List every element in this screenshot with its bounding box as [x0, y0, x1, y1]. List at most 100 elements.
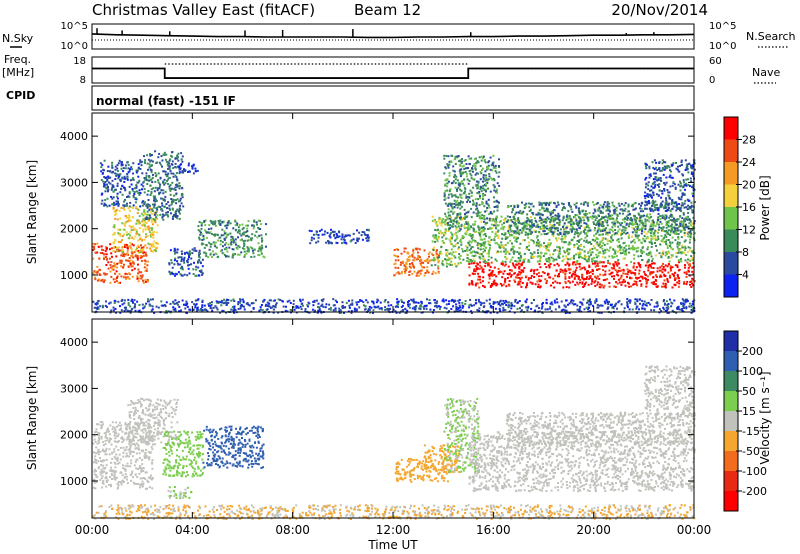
power-ylabel: Slant Range [km] — [25, 160, 39, 264]
scatter-region — [99, 159, 144, 208]
freq-tick-low: 8 — [80, 75, 86, 86]
scatter-region — [468, 261, 696, 289]
x-tick-label: 20:00 — [576, 523, 611, 537]
date-label: 20/Nov/2014 — [611, 1, 708, 19]
colorbar-tick-label: 24 — [742, 156, 756, 169]
scatter-region — [162, 430, 205, 478]
station-title: Christmas Valley East (fitACF) — [92, 1, 315, 19]
x-tick-label: 16:00 — [476, 523, 511, 537]
nsky-line — [91, 33, 695, 39]
nsky-label: N.Sky — [2, 32, 34, 45]
time-axis-label: Time UT — [367, 538, 418, 552]
cpid-frame — [91, 85, 695, 111]
scatter-region — [393, 247, 440, 277]
power-panel: 1000 2000 3000 4000 Slant Range [km] 28 24 20… — [25, 112, 772, 314]
freq-label: Freq. — [4, 53, 31, 66]
colorbar-tick-label: 8 — [742, 246, 749, 259]
x-tick-label: 12:00 — [376, 523, 411, 537]
colorbar-swatch — [724, 207, 738, 230]
y-tick-label: 2000 — [60, 223, 88, 236]
colorbar-swatch — [724, 139, 738, 162]
cpid-text: normal (fast) -151 IF — [96, 94, 236, 108]
nsky-frame — [91, 23, 695, 50]
freq-frame — [91, 56, 695, 84]
y-tick-label: 3000 — [60, 176, 88, 189]
scatter-region — [112, 206, 159, 254]
colorbar-tick-label: 28 — [742, 134, 756, 147]
scatter-region — [92, 420, 154, 490]
x-tick-label: 00:00 — [75, 523, 110, 537]
nsearch-label: N.Search — [746, 30, 796, 43]
y-tick-label: 4000 — [60, 130, 88, 143]
colorbar-tick-label: 100 — [742, 365, 763, 378]
colorbar-swatch — [724, 491, 738, 511]
scatter-region — [92, 298, 696, 314]
scatter-region — [92, 242, 149, 284]
x-tick-label: 00:00 — [677, 523, 712, 537]
freq-tick-high: 18 — [73, 56, 86, 67]
nsky-tick-high: 10^5 — [61, 21, 88, 32]
beam-label: Beam 12 — [354, 1, 421, 19]
colorbar-swatch — [724, 184, 738, 207]
y-tick-label: 3000 — [60, 382, 88, 395]
colorbar-swatch — [724, 162, 738, 185]
colorbar-tick-label: -100 — [742, 465, 767, 478]
nsearch-tick-low: 10^0 — [709, 41, 736, 52]
scatter-region — [643, 159, 696, 213]
scatter-region — [202, 425, 265, 469]
velocity-ylabel: Slant Range [km] — [25, 366, 39, 470]
cpid-label: CPID — [6, 89, 35, 102]
colorbar-swatch — [724, 411, 738, 431]
colorbar-swatch — [724, 351, 738, 371]
nave-tick-low: 0 — [709, 75, 715, 86]
colorbar-swatch — [724, 252, 738, 275]
power-colorbar-label: Power [dB] — [758, 175, 772, 240]
colorbar-tick-label: -50 — [742, 445, 760, 458]
colorbar-tick-label: 200 — [742, 345, 763, 358]
colorbar-tick-label: 12 — [742, 224, 756, 237]
colorbar-tick-label: -15 — [742, 425, 760, 438]
freq-unit: [MHz] — [2, 66, 34, 79]
y-tick-label: 4000 — [60, 336, 88, 349]
y-tick-label: 1000 — [60, 475, 88, 488]
colorbar-frame — [723, 330, 739, 512]
velocity-panel: 1000 2000 3000 4000 Slant Range [km] 200 100… — [25, 113, 772, 552]
colorbar-swatch — [724, 451, 738, 471]
freq-line — [92, 67, 694, 79]
colorbar-tick-label: 20 — [742, 179, 756, 192]
colorbar-swatch — [724, 391, 738, 411]
scatter-region — [127, 397, 180, 446]
scatter-region — [197, 219, 267, 259]
colorbar-tick-label: 4 — [742, 269, 749, 282]
colorbar-tick-label: 15 — [742, 405, 756, 418]
colorbar-swatch — [724, 471, 738, 491]
scatter-region — [506, 201, 696, 236]
nave-label: Nave — [752, 66, 780, 79]
scatter-region — [505, 411, 696, 446]
freq-panel: Freq. [MHz] 18 8 60 0 Nave — [2, 53, 780, 86]
cpid-panel: CPID normal (fast) -151 IF — [6, 85, 695, 111]
nsearch-tick-high: 10^5 — [709, 21, 736, 32]
x-tick-label: 04:00 — [175, 523, 210, 537]
colorbar-swatch — [724, 274, 738, 297]
colorbar-tick-label: 50 — [742, 385, 756, 398]
y-tick-label: 2000 — [60, 429, 88, 442]
scatter-region — [643, 365, 696, 418]
scatter-region — [167, 486, 193, 500]
y-tick-label: 1000 — [60, 269, 88, 282]
colorbar-swatch — [724, 117, 738, 140]
nsky-tick-low: 10^0 — [61, 41, 88, 52]
colorbar-swatch — [724, 331, 738, 351]
nave-tick-high: 60 — [709, 56, 722, 67]
colorbar-swatch — [724, 229, 738, 252]
colorbar-swatch — [724, 431, 738, 451]
colorbar-tick-label: -200 — [742, 485, 767, 498]
nsky-panel: N.Sky 10^5 10^0 10^5 10^0 N.Search — [2, 21, 796, 52]
velocity-colorbar-label: Velocity [m s⁻¹] — [758, 371, 772, 464]
scatter-region — [177, 162, 199, 175]
colorbar-swatch — [724, 371, 738, 391]
colorbar-tick-label: 16 — [742, 201, 756, 214]
scatter-region — [308, 228, 370, 245]
scatter-region — [142, 150, 185, 221]
